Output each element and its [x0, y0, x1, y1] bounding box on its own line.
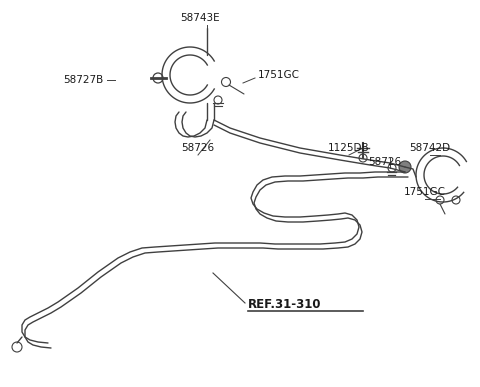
- Text: 1751GC: 1751GC: [404, 187, 446, 197]
- Text: 1125DB: 1125DB: [328, 143, 370, 153]
- Circle shape: [399, 161, 411, 173]
- Text: 58727B: 58727B: [63, 75, 103, 85]
- Text: 58726: 58726: [181, 143, 215, 153]
- Text: 58743E: 58743E: [180, 13, 220, 23]
- Text: REF.31-310: REF.31-310: [248, 298, 322, 311]
- Text: 1751GC: 1751GC: [258, 70, 300, 80]
- Text: 58726: 58726: [369, 157, 402, 167]
- Text: 58742D: 58742D: [409, 143, 451, 153]
